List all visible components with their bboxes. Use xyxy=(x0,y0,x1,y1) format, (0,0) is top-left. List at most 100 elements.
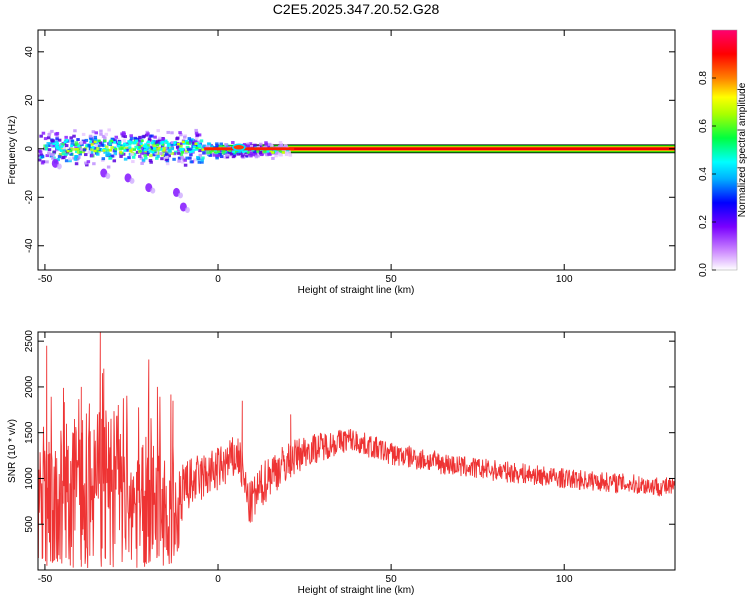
spectrogram-cell xyxy=(87,143,91,147)
spectrogram-cell xyxy=(184,151,188,155)
spectrogram-cell xyxy=(41,131,46,135)
spectrogram-cell xyxy=(157,141,162,145)
spectrogram-core-cell xyxy=(56,146,60,149)
spectrogram-cell xyxy=(68,159,72,163)
spectrogram-cell xyxy=(102,144,106,148)
spectrogram-cell xyxy=(149,160,153,164)
spectrogram-core-cell xyxy=(125,143,129,147)
spectrogram-cell xyxy=(176,136,180,140)
spectrogram-core-cell xyxy=(192,145,196,149)
spectrogram-cell xyxy=(112,159,117,163)
spectrogram-cell xyxy=(138,139,142,143)
spectrogram-cell xyxy=(249,151,253,155)
spectrogram-stray-halo xyxy=(56,163,62,170)
spectrogram-cell xyxy=(187,137,192,141)
spectrogram-cell xyxy=(166,130,170,134)
spectrogram-cell xyxy=(176,148,181,152)
spectrogram-cell xyxy=(164,152,169,156)
spectrogram-cell xyxy=(118,147,123,151)
spectrogram-cell xyxy=(248,148,252,152)
spectrogram-cell xyxy=(185,149,189,153)
spectrogram-cell xyxy=(194,131,199,135)
spectrogram-core-cell xyxy=(90,143,94,146)
spectrogram-core-cell xyxy=(119,151,123,154)
spectrogram-cell xyxy=(216,154,220,158)
spectrogram-cell xyxy=(167,148,171,152)
spectrogram-cell xyxy=(83,153,88,157)
spectrogram-cell xyxy=(52,144,57,148)
spectrogram-cell xyxy=(48,142,52,146)
spectrogram-core-cell xyxy=(177,142,181,146)
snr-axes: -50 0 50 100 500 1000 1500 2000 2500 xyxy=(24,330,675,585)
spectrogram-core-cell xyxy=(148,150,152,153)
spectrogram-cell xyxy=(38,158,42,162)
spectrogram-cell xyxy=(229,152,234,156)
spectrogram-cell xyxy=(131,160,135,164)
spectrogram-core-cell xyxy=(123,142,127,146)
spectrogram-cell xyxy=(81,150,85,154)
spectrogram-cell xyxy=(107,153,112,157)
colorbar: 0.0 0.2 0.4 0.6 0.8 Normalized spectral ampl… xyxy=(698,29,748,277)
spectrogram-cell xyxy=(105,148,110,152)
ridge-band-core xyxy=(218,147,675,151)
spectrogram-cell xyxy=(145,152,150,156)
snr-y-tick-label: 2000 xyxy=(24,375,35,398)
spectrogram-cell xyxy=(45,154,50,158)
spectrogram-cell xyxy=(123,135,127,139)
spectrogram-cell xyxy=(64,159,69,163)
spectrogram-cell xyxy=(91,130,96,134)
spectrogram-cell xyxy=(94,143,98,147)
spectrogram-cell xyxy=(186,147,191,151)
spectrogram-cell xyxy=(215,156,219,160)
spectrogram-cell xyxy=(264,142,269,146)
spectrogram-cell xyxy=(39,153,44,157)
spectrogram-cell xyxy=(197,133,202,137)
spectrogram-cell xyxy=(170,141,175,145)
spectrogram-cell xyxy=(172,152,177,156)
spectrogram-cell xyxy=(125,148,129,152)
spectrogram-core-cell xyxy=(97,139,101,143)
spectrogram-cell xyxy=(254,155,259,159)
spectrogram-cell xyxy=(189,139,193,143)
spectrogram-panel: -50 0 50 100 -40 -20 0 20 40 Height of straight … xyxy=(7,29,676,296)
spectrogram-cell xyxy=(44,144,49,148)
spectrogram-cell xyxy=(149,154,153,158)
spectrogram-cell xyxy=(141,158,146,162)
spectrogram-cell xyxy=(115,141,120,145)
spectrogram-cell xyxy=(277,145,282,149)
snr-x-tick-label: 0 xyxy=(215,574,221,585)
colorbar-ticks: 0.0 0.2 0.4 0.6 0.8 xyxy=(698,71,716,277)
spectrogram-cell xyxy=(54,140,59,144)
spectrogram-cell xyxy=(99,129,103,133)
spectrogram-cell xyxy=(146,150,151,154)
spectrogram-cell xyxy=(177,159,181,163)
spectrogram-cell xyxy=(135,137,140,141)
spectrogram-cell xyxy=(155,141,160,145)
spectrogram-core-cell xyxy=(103,139,107,143)
ridge-core-start xyxy=(204,147,295,151)
spectrogram-cell xyxy=(62,148,66,152)
spectrogram-cell xyxy=(253,143,257,147)
spectrogram-cell xyxy=(55,137,59,141)
spectrogram-cell xyxy=(258,150,263,154)
spectrogram-x-tick-label: 0 xyxy=(215,274,221,285)
spectrogram-core-cell xyxy=(93,149,97,153)
spectrogram-cell xyxy=(246,142,251,146)
spectrogram-core-cell xyxy=(278,149,282,153)
spectrogram-cell xyxy=(249,154,253,158)
spectrogram-cell xyxy=(200,160,204,164)
spectrogram-cell xyxy=(198,149,202,153)
spectrogram-cell xyxy=(89,137,93,141)
spectrogram-cell xyxy=(239,151,243,155)
spectrogram-core-cell xyxy=(56,142,60,145)
spectrogram-core-cell xyxy=(140,144,144,147)
spectrogram-y-tick-label: -20 xyxy=(24,190,35,205)
colorbar-gradient xyxy=(712,30,737,270)
spectrogram-cell xyxy=(195,133,200,137)
spectrogram-cell xyxy=(224,143,228,147)
spectrogram-cell xyxy=(171,142,175,146)
colorbar-tick-label: 0.0 xyxy=(698,263,709,277)
spectrogram-cell xyxy=(38,150,43,154)
spectrogram-cell xyxy=(180,160,185,164)
spectrogram-cell xyxy=(276,151,280,155)
